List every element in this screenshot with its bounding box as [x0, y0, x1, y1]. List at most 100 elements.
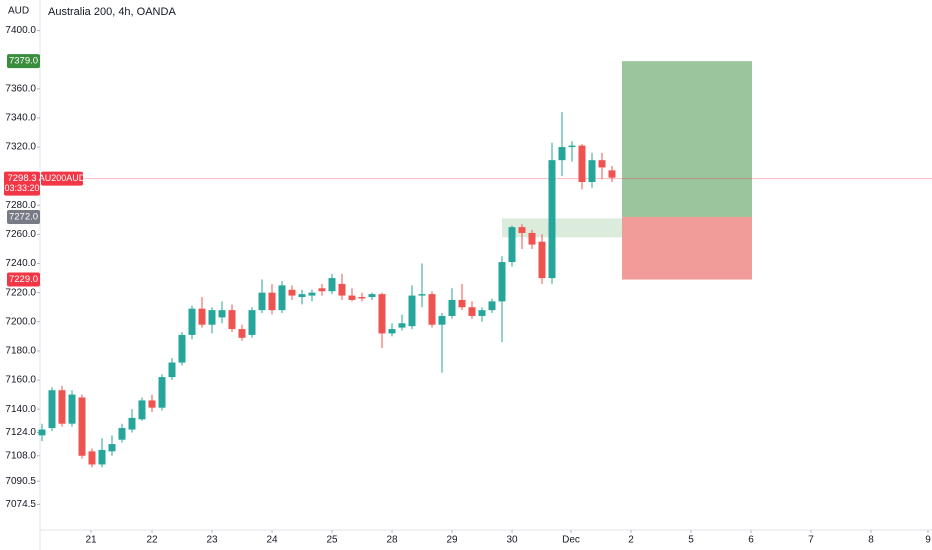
x-tick-label: 21 — [85, 535, 97, 546]
candle-body — [348, 295, 356, 300]
candle-body — [328, 278, 336, 292]
price-badge — [7, 272, 40, 287]
x-tick-label: 25 — [326, 535, 338, 546]
candle-body — [368, 294, 376, 298]
candle-body — [128, 417, 136, 430]
candle-body — [218, 310, 226, 318]
candle-body — [298, 294, 306, 298]
candle-body — [108, 444, 116, 452]
candle-body — [68, 394, 76, 424]
y-tick-label: 7240.0 — [5, 258, 36, 269]
candle-body — [118, 428, 126, 440]
y-tick-label: 7260.0 — [5, 229, 36, 240]
y-tick-label: 7320.0 — [5, 142, 36, 153]
position-target — [622, 61, 752, 217]
candle-body — [138, 400, 146, 420]
candle-body — [308, 292, 316, 296]
price-badge — [7, 209, 40, 224]
candle-body — [528, 232, 536, 245]
candle-body — [388, 329, 396, 334]
x-tick-label: 29 — [446, 535, 458, 546]
candle-body — [588, 160, 596, 183]
candle-body — [598, 160, 606, 168]
candle-body — [548, 160, 556, 279]
candle-body — [148, 400, 156, 408]
price-badge — [7, 54, 40, 69]
candle-body — [198, 308, 206, 325]
candle-body — [558, 147, 566, 161]
candle-body — [168, 362, 176, 378]
candle-body — [278, 285, 286, 311]
y-tick-label: 7400.0 — [5, 25, 36, 36]
candle-body — [458, 299, 466, 308]
candle-body — [58, 390, 66, 424]
price-badge-label: 7272.0 — [9, 211, 38, 222]
last-price-badge — [4, 171, 40, 196]
candle-body — [78, 397, 86, 456]
candle-body — [338, 283, 346, 296]
candle-body — [488, 301, 496, 311]
candle-body — [318, 288, 326, 292]
last-price-label: 7298.3 — [7, 173, 36, 184]
x-tick-label: Dec — [562, 535, 580, 546]
candle-body — [38, 429, 46, 436]
x-tick-label: 30 — [506, 535, 518, 546]
x-tick-label: 2 — [628, 535, 634, 546]
candle-body — [288, 289, 296, 296]
symbol-label: AU200AUD — [39, 173, 86, 183]
candle-body — [498, 262, 506, 302]
candle-body — [358, 297, 366, 299]
y-axis-label: AUD — [8, 6, 29, 17]
candle-body — [568, 145, 576, 148]
candle-body — [478, 310, 486, 316]
candle-body — [158, 377, 166, 408]
candle-body — [258, 292, 266, 311]
symbol-badge — [41, 171, 83, 186]
y-tick-label: 7140.0 — [5, 404, 36, 415]
x-tick-label: 23 — [206, 535, 218, 546]
y-tick-label: 7280.0 — [5, 200, 36, 211]
candle-body — [518, 227, 526, 233]
candle-body — [438, 315, 446, 325]
x-tick-label: 6 — [748, 535, 754, 546]
candle-body — [48, 390, 56, 429]
candle-body — [178, 334, 186, 363]
y-tick-label: 7360.0 — [5, 83, 36, 94]
y-tick-label: 7160.0 — [5, 375, 36, 386]
candle-body — [468, 307, 476, 316]
x-tick-label: 5 — [688, 535, 694, 546]
candle-body — [408, 295, 416, 327]
x-tick-label: 22 — [146, 535, 158, 546]
y-tick-label: 7200.0 — [5, 316, 36, 327]
chart-title: Australia 200, 4h, OANDA — [48, 6, 176, 18]
y-tick-label: 7180.0 — [5, 346, 36, 357]
candle-body — [228, 310, 236, 330]
x-tick-label: 8 — [868, 535, 874, 546]
candle-body — [208, 310, 216, 325]
candle-body — [378, 294, 386, 334]
candle-body — [398, 323, 406, 328]
candle-body — [578, 145, 586, 183]
candle-body — [268, 292, 276, 311]
candle-body — [428, 294, 436, 325]
price-badge-label: 7379.0 — [9, 56, 38, 67]
x-tick-label: 9 — [925, 535, 931, 546]
candle-body — [448, 299, 456, 316]
candle-body — [418, 294, 426, 296]
candle-body — [538, 241, 546, 279]
x-tick-label: 24 — [266, 535, 278, 546]
candle-body — [608, 170, 616, 178]
candle-body — [188, 308, 196, 335]
y-tick-label: 7124.0 — [5, 427, 36, 438]
position-stop — [622, 216, 752, 280]
y-tick-label: 7220.0 — [5, 287, 36, 298]
x-tick-label: 7 — [808, 535, 814, 546]
countdown: 03:33:20 — [4, 183, 39, 193]
candle-body — [248, 310, 256, 335]
y-tick-label: 7340.0 — [5, 113, 36, 124]
candle-body — [238, 329, 246, 338]
y-tick-label: 7108.0 — [5, 450, 36, 461]
x-tick-label: 28 — [386, 535, 398, 546]
